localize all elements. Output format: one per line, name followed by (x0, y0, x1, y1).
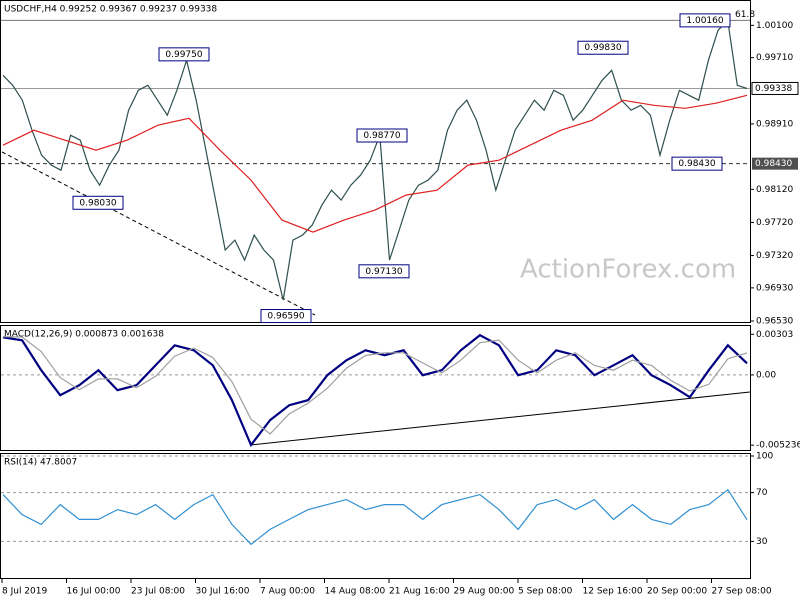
y-tick-label: 30 (756, 537, 768, 547)
price-box-label: 0.99338 (755, 84, 792, 94)
y-tick-label: 0.96930 (756, 283, 793, 293)
annotation-box (358, 264, 410, 279)
annotation-label: 0.97130 (365, 267, 402, 277)
y-tick-label: 1.00100 (756, 21, 793, 31)
x-tick-label: 30 Jul 16:00 (196, 587, 250, 597)
x-tick-label: 20 Sep 00:00 (647, 587, 707, 597)
x-tick-label: 21 Aug 16:00 (389, 587, 450, 597)
annotation-box (671, 156, 723, 171)
y-tick-label: 0.00 (756, 370, 776, 380)
annotation-label: 0.98030 (79, 198, 116, 208)
chart-title: USDCHF,H4 0.99252 0.99367 0.99237 0.9933… (4, 5, 217, 15)
y-tick-label: 0.98910 (756, 119, 793, 129)
rsi-pane (0, 453, 751, 579)
series-line (2, 94, 748, 233)
annotation-label: 0.99750 (165, 50, 202, 60)
annotation-label: 1.00160 (686, 16, 723, 26)
macd-trend-line (249, 391, 751, 446)
x-tick-label: 14 Aug 08:00 (325, 587, 386, 597)
annotation-label: 0.98770 (363, 131, 400, 141)
annotation-box (260, 309, 312, 324)
x-tick-label: 5 Sep 08:00 (518, 587, 573, 597)
level-box (752, 157, 798, 170)
y-tick-label: 0.97320 (756, 251, 793, 261)
price-pane (0, 0, 751, 323)
x-tick-label: 27 Sep 08:00 (712, 587, 772, 597)
y-tick-label: 0.00303 (756, 330, 793, 340)
x-tick-label: 12 Sep 16:00 (583, 587, 643, 597)
series-line (2, 488, 748, 546)
x-tick-label: 16 Jul 00:00 (67, 587, 121, 597)
x-tick-label: 29 Aug 00:00 (454, 587, 515, 597)
watermark: ActionForex.com (520, 255, 736, 285)
macd-title: MACD(12,26,9) 0.000873 0.001638 (4, 330, 164, 340)
annotation-box (356, 128, 408, 143)
series-line (2, 19, 748, 301)
macd-pane (0, 325, 751, 451)
y-tick-label: 0.99710 (756, 53, 793, 63)
y-tick-label: 0.96530 (756, 317, 793, 327)
annotation-box (158, 47, 210, 62)
y-tick-label: 70 (756, 488, 768, 498)
series-line (2, 333, 748, 448)
y-tick-label: 0.98120 (756, 185, 793, 195)
y-tick-label: 100 (756, 452, 773, 462)
y-tick-label: 0.97720 (756, 218, 793, 228)
x-tick-label: 23 Jul 08:00 (131, 587, 185, 597)
x-tick-label: 8 Jul 2019 (2, 587, 47, 597)
x-tick-label: 7 Aug 00:00 (260, 587, 315, 597)
y-tick-label: -0.005236 (756, 441, 800, 451)
annotation-box (577, 40, 629, 55)
annotation-label: 0.99830 (584, 43, 621, 53)
price-box (751, 81, 799, 95)
annotation-box (679, 13, 731, 28)
fib-label: 61.8 (735, 10, 755, 20)
annotation-box (72, 195, 124, 210)
annotation-label: 0.98430 (678, 159, 715, 169)
annotation-label: 0.96590 (267, 312, 304, 322)
rsi-title: RSI(14) 47.8007 (4, 458, 77, 468)
trend-line (1, 151, 316, 316)
level-box-label: 0.98430 (755, 159, 792, 169)
series-line (2, 336, 748, 435)
